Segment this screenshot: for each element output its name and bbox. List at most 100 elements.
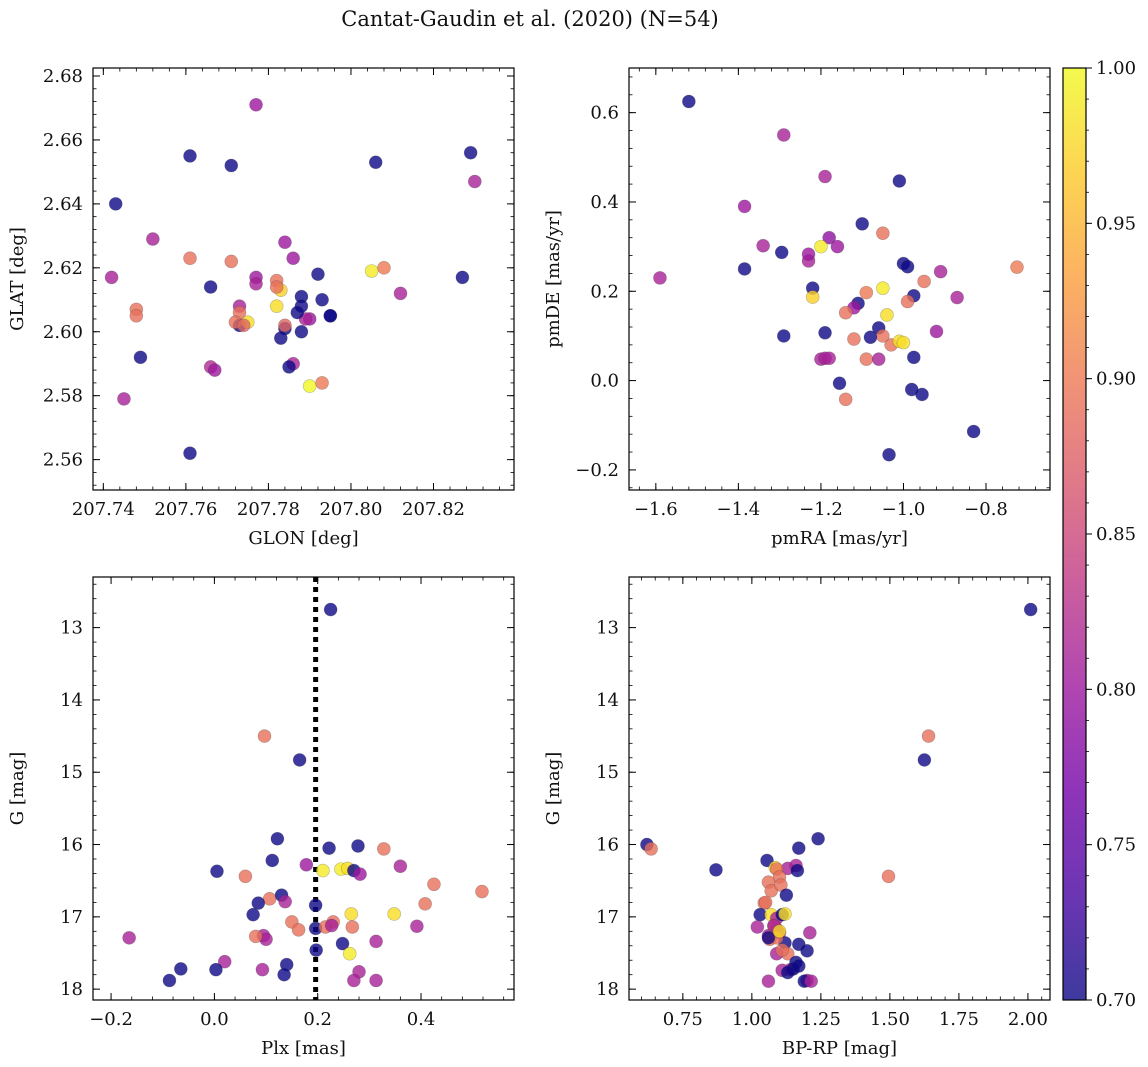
scatter-point — [292, 753, 307, 767]
scatter-point — [803, 925, 817, 940]
scatter-point — [467, 174, 482, 189]
scatter-point — [653, 271, 667, 285]
scatter-point — [290, 305, 305, 320]
scatter-point — [335, 936, 350, 951]
scatter-point — [455, 270, 470, 285]
x-axis-label: pmRA [mas/yr] — [771, 528, 908, 549]
scatter-point — [294, 324, 309, 339]
scatter-point — [265, 853, 280, 868]
scatter-point — [368, 155, 383, 170]
plot-frame — [628, 576, 1051, 1001]
y-axis-label: GLAT [deg] — [7, 227, 28, 331]
scatter-point — [217, 954, 232, 969]
scatter-point — [248, 929, 263, 944]
y-tick-label: 2.60 — [43, 322, 83, 343]
scatter-point — [896, 335, 911, 350]
y-tick-label: 0.0 — [590, 371, 619, 392]
scatter-point — [463, 145, 478, 160]
y-tick-label: 18 — [596, 979, 619, 1000]
x-tick-label: −1.2 — [799, 499, 843, 520]
y-axis-label: G [mag] — [543, 752, 564, 825]
y-tick-label: 16 — [596, 835, 619, 856]
scatter-point — [832, 376, 847, 391]
y-tick-label: 15 — [596, 762, 619, 783]
x-tick-label: 1.00 — [732, 1009, 772, 1030]
scatter-point — [347, 973, 361, 988]
panel-sky-position: 207.74 207.76 207.78 207.80 207.82 2.56 2.58 2.… — [7, 66, 515, 549]
colorbar-tick-label: 0.75 — [1096, 835, 1136, 856]
scatter-point — [933, 264, 948, 279]
scatter-point — [790, 863, 805, 878]
x-tick-label: −1.0 — [882, 499, 926, 520]
scatter-point — [203, 280, 218, 294]
scatter-point — [871, 352, 886, 366]
y-tick-label: 16 — [60, 835, 83, 856]
scatter-point — [822, 230, 836, 245]
x-tick-label: 207.80 — [319, 499, 382, 520]
scatter-point — [900, 259, 915, 274]
scatter-point — [277, 967, 291, 982]
scatter-point — [904, 382, 919, 397]
y-tick-label: 0.2 — [590, 281, 619, 302]
scatter-point — [427, 877, 441, 892]
scatter-point — [859, 352, 874, 366]
scatter-point — [772, 924, 787, 939]
scatter-point — [778, 907, 792, 921]
scatter-point — [830, 239, 845, 254]
scatter-point — [351, 839, 365, 853]
scatter-point — [183, 446, 197, 461]
scatter-point — [779, 888, 794, 902]
scatter-point — [183, 149, 197, 163]
y-tick-label: 2.62 — [43, 258, 83, 279]
scatter-point — [859, 285, 874, 300]
y-axis-label: G [mag] — [7, 752, 28, 825]
panel-color-magnitude: 0.75 1.00 1.25 1.50 1.75 2.00 13 14 15 16 17 18 BP-R… — [543, 576, 1051, 1059]
x-tick-label: −1.6 — [634, 499, 678, 520]
scatter-point — [750, 920, 765, 934]
x-tick-label: 207.76 — [154, 499, 217, 520]
x-axis-label: Plx [mas] — [261, 1038, 346, 1059]
scatter-point — [269, 280, 284, 294]
scatter-point — [324, 918, 339, 933]
scatter-point — [174, 962, 188, 976]
x-tick-label: 1.25 — [801, 1009, 841, 1030]
scatter-point — [418, 897, 432, 911]
scatter-point — [302, 379, 317, 393]
scatter-point — [308, 898, 323, 913]
scatter-point — [209, 962, 223, 977]
scatter-point — [838, 392, 853, 407]
y-tick-label: 2.64 — [43, 194, 83, 215]
x-tick-label: 0.4 — [407, 1009, 436, 1030]
x-tick-label: 0.0 — [200, 1009, 229, 1030]
scatter-point — [322, 841, 336, 855]
scatter-point — [309, 943, 323, 957]
scatter-point — [801, 247, 816, 262]
scatter-point — [475, 884, 489, 899]
scatter-point — [364, 264, 379, 278]
scatter-point — [917, 753, 932, 767]
scatter-point — [104, 270, 119, 285]
scatter-point — [876, 281, 890, 295]
scatter-point — [369, 973, 383, 988]
scatter-point — [917, 274, 931, 289]
scatter-point — [737, 199, 752, 214]
y-tick-label: 2.68 — [43, 66, 83, 87]
scatter-point — [838, 305, 853, 320]
scatter-point — [315, 292, 329, 307]
colorbar-tick-label: 1.00 — [1096, 58, 1136, 79]
scatter-point — [774, 878, 788, 892]
panel-parallax-magnitude: −0.2 0.0 0.2 0.4 13 14 15 16 17 18 Plx [mas] G [mag… — [7, 576, 515, 1059]
scatter-point — [776, 128, 791, 142]
scatter-point — [238, 869, 253, 884]
scatter-point — [377, 261, 391, 275]
scatter-point — [818, 169, 832, 184]
y-tick-label: 15 — [60, 762, 83, 783]
scatter-point — [207, 363, 222, 377]
y-tick-label: 14 — [60, 690, 83, 711]
scatter-point — [345, 920, 360, 934]
y-tick-label: 2.66 — [43, 130, 83, 151]
scatter-point — [921, 729, 936, 743]
colorbar: 0.70 0.75 0.80 0.85 0.90 0.95 1.00 — [1062, 58, 1136, 1011]
scatter-point — [863, 330, 878, 345]
scatter-point — [774, 245, 789, 260]
